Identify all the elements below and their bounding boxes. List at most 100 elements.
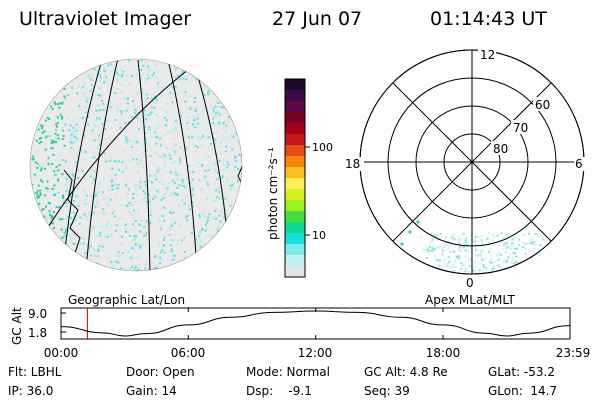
image-time: 01:14:43 UT xyxy=(430,8,547,30)
emission-pixel xyxy=(178,157,181,160)
emission-pixel xyxy=(162,259,165,262)
emission-pixel xyxy=(93,181,95,184)
emission-pixel xyxy=(439,259,441,262)
emission-pixel xyxy=(197,161,200,164)
emission-pixel xyxy=(86,194,89,197)
emission-pixel xyxy=(459,257,461,260)
emission-pixel xyxy=(423,249,426,252)
emission-pixel xyxy=(144,119,147,122)
emission-pixel xyxy=(84,252,87,255)
emission-pixel xyxy=(199,240,202,243)
emission-pixel xyxy=(103,128,106,130)
emission-pixel xyxy=(218,124,221,127)
emission-pixel xyxy=(177,239,180,242)
emission-pixel xyxy=(120,75,123,78)
emission-pixel xyxy=(219,220,222,223)
emission-pixel xyxy=(180,146,182,149)
apex-caption: Apex MLat/MLT xyxy=(425,293,515,307)
emission-pixel xyxy=(180,114,183,117)
emission-pixel xyxy=(124,97,127,100)
emission-pixel xyxy=(46,217,49,220)
emission-pixel xyxy=(474,243,477,246)
emission-pixel xyxy=(209,155,212,158)
emission-pixel xyxy=(429,250,432,252)
emission-pixel xyxy=(89,245,92,248)
emission-pixel xyxy=(42,208,45,210)
emission-pixel xyxy=(84,191,87,194)
emission-pixel xyxy=(160,174,163,177)
emission-pixel xyxy=(157,71,160,74)
emission-pixel xyxy=(210,142,213,145)
emission-pixel xyxy=(420,236,423,239)
emission-pixel xyxy=(437,259,440,262)
emission-pixel xyxy=(233,156,236,159)
emission-pixel xyxy=(105,213,108,216)
emission-pixel xyxy=(481,258,484,261)
emission-pixel xyxy=(78,104,81,107)
emission-pixel xyxy=(185,215,187,218)
emission-pixel xyxy=(169,229,172,232)
emission-pixel xyxy=(478,269,481,272)
emission-pixel xyxy=(185,78,188,81)
emission-pixel xyxy=(53,169,55,172)
emission-pixel xyxy=(64,227,67,229)
emission-pixel xyxy=(435,258,438,261)
emission-pixel xyxy=(506,242,509,245)
emission-pixel xyxy=(84,199,87,202)
emission-pixel xyxy=(135,184,138,187)
longitude-line xyxy=(137,59,151,271)
emission-pixel xyxy=(171,250,173,253)
emission-pixel xyxy=(153,163,156,166)
emission-pixel xyxy=(61,128,64,131)
emission-pixel xyxy=(134,220,137,222)
emission-pixel xyxy=(156,125,159,128)
emission-pixel xyxy=(128,115,131,118)
emission-pixel xyxy=(153,72,155,75)
emission-pixel xyxy=(125,230,127,233)
emission-pixel xyxy=(148,206,150,208)
emission-pixel xyxy=(120,243,123,246)
emission-pixel xyxy=(150,181,153,184)
emission-pixel xyxy=(502,261,505,264)
emission-pixel xyxy=(231,186,234,189)
emission-pixel xyxy=(87,115,90,118)
emission-pixel xyxy=(113,245,115,248)
emission-pixel xyxy=(222,163,225,166)
emission-pixel xyxy=(197,101,200,104)
emission-pixel xyxy=(214,170,217,173)
emission-pixel xyxy=(61,116,64,119)
emission-pixel xyxy=(220,124,222,126)
emission-pixel xyxy=(143,225,146,228)
emission-pixel xyxy=(84,96,87,99)
emission-pixel xyxy=(116,110,119,113)
emission-pixel xyxy=(133,234,136,237)
colorbar-step xyxy=(285,79,305,91)
emission-pixel xyxy=(139,246,142,249)
emission-pixel xyxy=(68,190,70,193)
emission-pixel xyxy=(467,261,470,264)
emission-pixel xyxy=(201,109,204,112)
emission-pixel xyxy=(207,136,210,139)
emission-pixel xyxy=(34,192,37,194)
emission-pixel xyxy=(179,259,182,262)
emission-pixel xyxy=(469,259,472,261)
emission-pixel xyxy=(214,105,217,108)
emission-pixel xyxy=(64,229,67,232)
emission-pixel xyxy=(39,169,42,172)
emission-pixel xyxy=(154,175,157,177)
emission-pixel xyxy=(90,83,93,86)
emission-pixel xyxy=(173,150,176,153)
emission-pixel xyxy=(120,112,123,115)
emission-pixel xyxy=(117,169,120,171)
emission-pixel xyxy=(124,184,127,187)
colorbar-step xyxy=(285,244,305,256)
emission-pixel xyxy=(172,223,175,226)
emission-pixel xyxy=(219,141,222,144)
emission-pixel xyxy=(184,100,187,103)
emission-pixel xyxy=(45,205,47,208)
emission-pixel xyxy=(234,155,237,158)
emission-pixel xyxy=(204,229,207,232)
emission-pixel xyxy=(110,180,113,183)
emission-pixel xyxy=(535,235,538,238)
